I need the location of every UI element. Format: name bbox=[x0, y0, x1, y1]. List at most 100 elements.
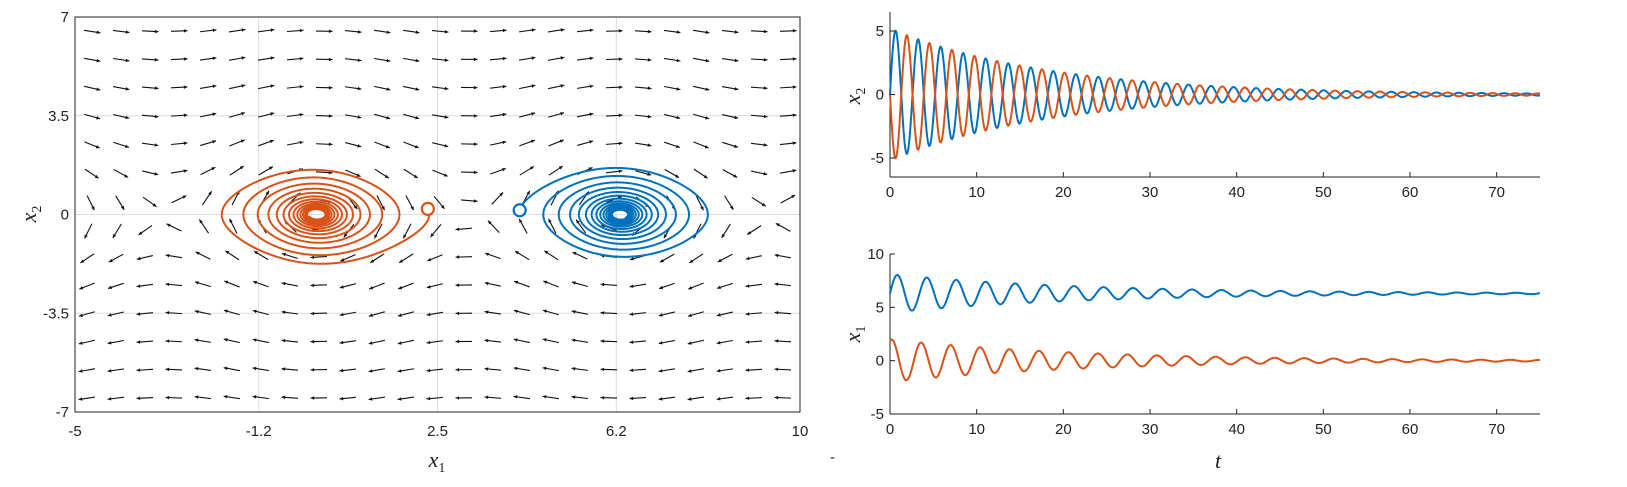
field-arrow bbox=[170, 29, 188, 33]
field-arrow bbox=[200, 140, 217, 147]
y-tick-label: 10 bbox=[867, 246, 884, 263]
field-arrow bbox=[79, 282, 95, 290]
field-arrow bbox=[600, 282, 618, 287]
field-arrow bbox=[84, 85, 101, 91]
field-arrow bbox=[484, 395, 502, 400]
field-arrow bbox=[165, 395, 183, 400]
field-arrow bbox=[548, 139, 564, 147]
field-arrow bbox=[780, 194, 796, 204]
field-arrow bbox=[223, 309, 240, 316]
field-arrow bbox=[576, 56, 594, 61]
field-arrow bbox=[751, 170, 768, 176]
field-arrow bbox=[750, 86, 768, 90]
field-arrow bbox=[774, 310, 792, 315]
field-arrow bbox=[455, 311, 473, 316]
field-arrow bbox=[199, 84, 217, 89]
field-arrow bbox=[200, 112, 217, 118]
field-arrow bbox=[548, 165, 564, 176]
field-arrow bbox=[315, 29, 333, 33]
field-arrow bbox=[201, 190, 213, 206]
field-arrow bbox=[315, 57, 333, 62]
y-tick-label: -5 bbox=[871, 406, 884, 423]
field-arrow bbox=[484, 281, 501, 287]
field-arrow bbox=[518, 28, 536, 33]
field-arrow bbox=[724, 195, 734, 211]
field-arrow bbox=[687, 396, 705, 401]
field-arrow bbox=[229, 84, 246, 90]
field-arrow bbox=[722, 169, 738, 178]
field-arrow bbox=[281, 310, 299, 315]
field-arrow bbox=[369, 282, 385, 290]
trajectory-start-marker bbox=[512, 203, 527, 218]
phase-y-tick-label: -7 bbox=[56, 404, 69, 421]
phase-grid bbox=[74, 16, 801, 413]
field-arrow bbox=[693, 85, 710, 91]
field-arrow bbox=[83, 57, 101, 63]
field-arrow bbox=[403, 168, 419, 179]
phase-x-tick-label: -1.2 bbox=[246, 423, 272, 440]
field-arrow bbox=[345, 142, 362, 148]
field-arrow bbox=[80, 253, 95, 264]
field-arrow bbox=[112, 86, 130, 91]
field-arrow bbox=[774, 253, 792, 259]
field-arrow bbox=[368, 339, 385, 345]
field-arrow bbox=[548, 218, 557, 234]
field-arrow bbox=[431, 58, 449, 62]
field-arrow bbox=[84, 113, 101, 120]
field-arrow bbox=[455, 255, 473, 259]
field-arrow bbox=[141, 58, 159, 62]
field-arrow bbox=[455, 396, 473, 400]
field-arrow bbox=[519, 112, 536, 118]
field-arrow bbox=[519, 165, 535, 176]
field-arrow bbox=[431, 30, 449, 34]
y-tick-label: 5 bbox=[876, 299, 884, 316]
field-arrow bbox=[252, 338, 270, 344]
x-tick-label: 60 bbox=[1402, 184, 1419, 201]
x2-y-axis-label: x2 bbox=[840, 88, 869, 106]
field-arrow bbox=[136, 255, 153, 261]
field-arrow bbox=[170, 57, 188, 61]
x1-series bbox=[889, 273, 1541, 382]
field-arrow bbox=[398, 282, 414, 290]
field-arrow bbox=[426, 311, 444, 317]
field-arrow bbox=[136, 368, 154, 372]
field-arrow bbox=[745, 255, 762, 261]
time-series-line-0 bbox=[889, 29, 1541, 156]
field-arrow bbox=[600, 339, 618, 343]
field-arrow bbox=[286, 56, 304, 61]
field-arrow bbox=[141, 86, 159, 90]
field-arrow bbox=[344, 86, 362, 91]
field-arrow bbox=[658, 282, 675, 290]
field-arrow bbox=[518, 56, 536, 61]
field-arrow bbox=[427, 254, 443, 262]
field-arrow bbox=[576, 28, 594, 33]
field-arrow bbox=[170, 113, 188, 117]
field-arrow bbox=[374, 141, 390, 149]
field-arrow bbox=[634, 142, 652, 147]
field-arrow bbox=[600, 311, 618, 315]
field-arrow bbox=[113, 141, 130, 148]
field-arrow bbox=[339, 368, 357, 373]
stray-dash-mark: - bbox=[830, 449, 835, 466]
field-arrow bbox=[634, 114, 652, 119]
field-arrow bbox=[138, 224, 153, 236]
field-arrow bbox=[376, 195, 386, 211]
field-arrow bbox=[315, 142, 333, 146]
field-arrow bbox=[716, 396, 734, 401]
field-arrow bbox=[490, 167, 507, 175]
field-arrow bbox=[165, 367, 183, 372]
field-arrow bbox=[397, 368, 415, 373]
field-arrow bbox=[692, 29, 710, 34]
field-arrow bbox=[629, 340, 647, 344]
field-arrow bbox=[484, 367, 502, 371]
field-arrow bbox=[339, 396, 357, 401]
field-arrow bbox=[229, 112, 246, 118]
field-arrow bbox=[112, 57, 130, 63]
field-arrow bbox=[693, 141, 709, 149]
x-tick-label: 20 bbox=[1055, 184, 1072, 201]
field-arrow bbox=[373, 223, 383, 239]
field-arrow bbox=[518, 218, 528, 234]
field-arrow bbox=[664, 141, 681, 149]
x1-y-axis-label: x1 bbox=[840, 326, 869, 344]
